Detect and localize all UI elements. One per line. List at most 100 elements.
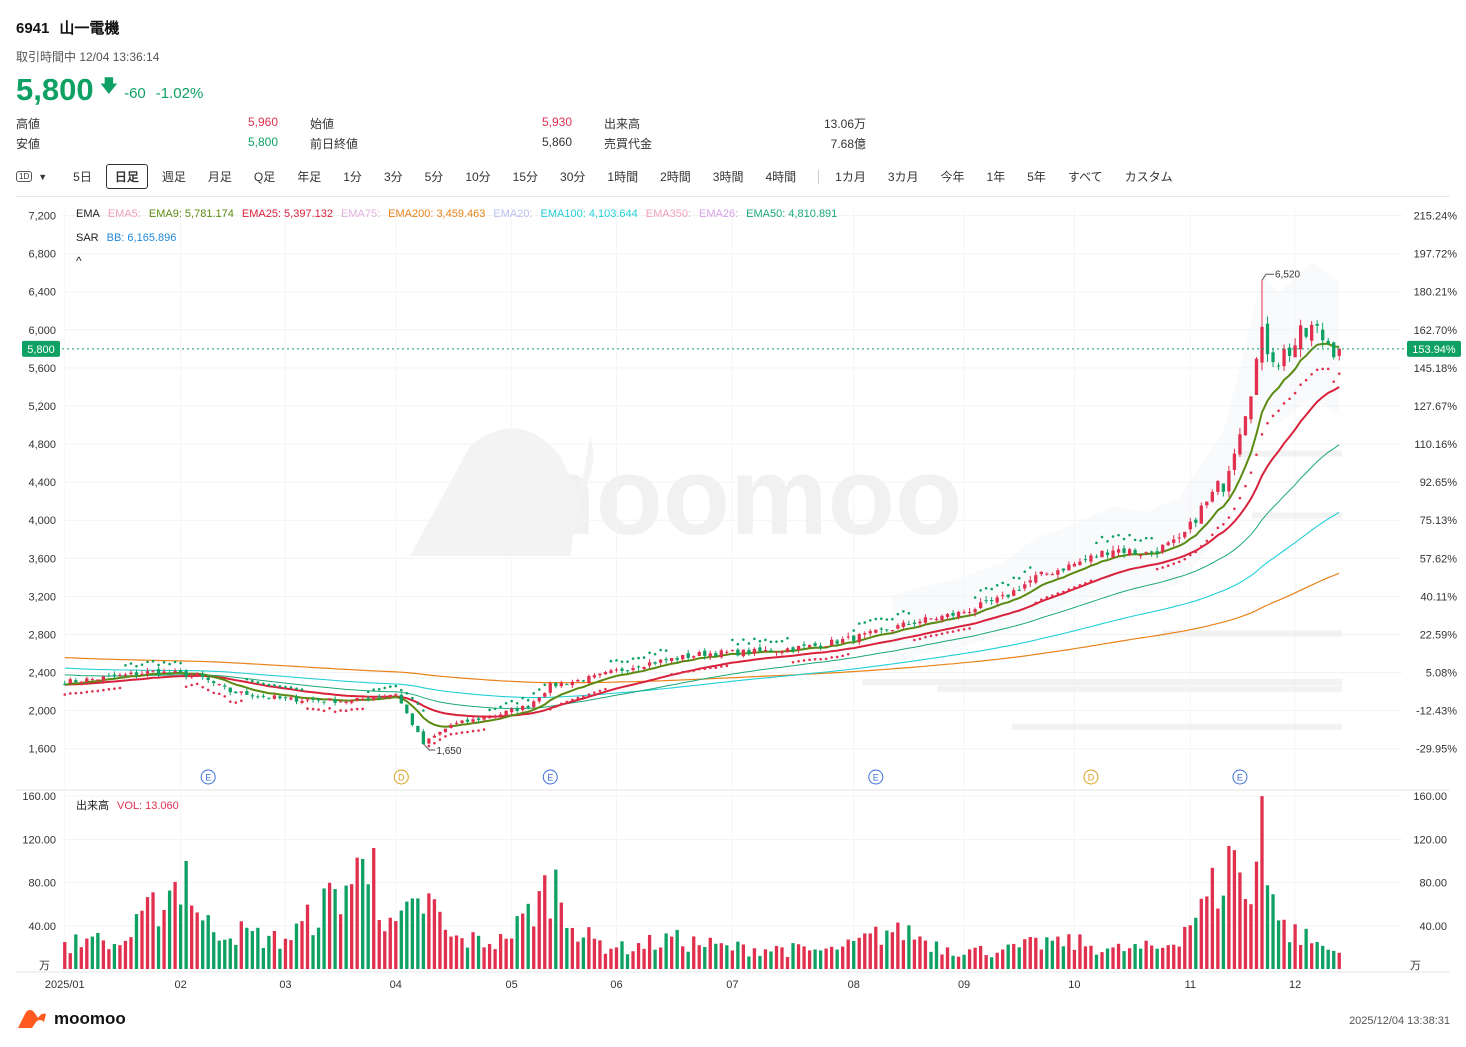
candle-body	[1155, 551, 1159, 554]
tab-interval-12[interactable]: 1時間	[607, 170, 639, 184]
candle-body	[647, 662, 652, 666]
tab-interval-0[interactable]: 5日	[73, 170, 92, 184]
tab-interval-5[interactable]: 年足	[297, 170, 322, 184]
tab-interval-8[interactable]: 5分	[424, 170, 444, 184]
candle-body	[631, 667, 635, 671]
candle-body	[1276, 365, 1281, 367]
volume-bar	[752, 948, 757, 969]
candle-body	[283, 697, 288, 699]
tab-range-5[interactable]: すべて	[1067, 170, 1103, 184]
tab-interval-7[interactable]: 3分	[383, 170, 403, 184]
candle-body	[741, 649, 746, 657]
candle-body	[399, 694, 403, 704]
volume-bar	[1232, 850, 1237, 969]
collapse-toggle[interactable]: ^	[76, 254, 82, 268]
volume-bar	[565, 928, 569, 969]
candle-body	[521, 705, 525, 710]
tab-range-4[interactable]: 5年	[1027, 170, 1046, 184]
event-marker-label: E	[547, 773, 553, 783]
sar-dot	[190, 683, 193, 687]
volume-bar	[868, 933, 872, 969]
volume-bar	[173, 881, 177, 969]
tab-range-6[interactable]: カスタム	[1124, 170, 1173, 184]
tab-interval-13[interactable]: 2時間	[660, 170, 691, 184]
volume-bar	[719, 943, 723, 969]
sar-dot	[107, 687, 111, 691]
chevron-down-icon[interactable]: ▼	[38, 171, 48, 182]
volume-bar	[796, 944, 801, 969]
candle-body	[1332, 342, 1336, 358]
x-tick-label: 07	[726, 979, 738, 991]
ema-legend: EMA EMA5: EMA9: 5,781.174 EMA25: 5,397.132 E…	[76, 208, 845, 220]
sar-dot	[973, 596, 977, 599]
sar-dot	[344, 709, 348, 713]
tab-interval-11[interactable]: 30分	[560, 170, 586, 184]
ema100-line	[64, 511, 1340, 699]
sar-dot	[1238, 496, 1242, 500]
candle-body	[791, 647, 795, 652]
tab-interval-10[interactable]: 15分	[512, 170, 539, 184]
tab-interval-14[interactable]: 3時間	[712, 170, 744, 184]
volume-bar	[631, 951, 635, 969]
sar-dot	[74, 691, 78, 695]
tab-interval-3[interactable]: 月足	[207, 170, 232, 184]
candle-body	[901, 622, 906, 627]
candle-body	[1271, 352, 1275, 363]
pct-tick-label: 127.67%	[1414, 401, 1458, 413]
volume-bar	[123, 940, 128, 969]
candle-body	[730, 649, 734, 651]
tab-range-2[interactable]: 今年	[940, 170, 965, 184]
volume-bar	[813, 949, 817, 969]
tab-range-1[interactable]: 3カ月	[887, 170, 919, 184]
candle-body	[984, 600, 988, 602]
event-marker-icon	[1232, 769, 1248, 785]
sar-dot	[201, 685, 204, 689]
volume-bar	[967, 949, 972, 969]
candle-body	[1260, 326, 1264, 363]
volume-bar	[239, 921, 243, 969]
candle-body	[311, 698, 315, 700]
sar-dot	[339, 709, 342, 712]
candle-body	[1177, 537, 1181, 539]
tab-interval-4[interactable]: Q足	[253, 170, 276, 184]
candle-body	[543, 693, 547, 697]
interval-icon[interactable]: 1D	[16, 171, 33, 182]
volume-bar	[372, 848, 376, 969]
sar-dot	[377, 688, 381, 691]
volume-bar	[1083, 946, 1088, 969]
sar-dot	[1006, 583, 1010, 587]
tab-interval-2[interactable]: 週足	[161, 170, 186, 184]
price-chart[interactable]: moomoo 7,200 215.24% 6,800 197.72% 6,400 180.…	[0, 196, 1466, 996]
volume-tick-label-right: 120.00	[1413, 834, 1447, 846]
tab-interval-6[interactable]: 1分	[343, 170, 362, 184]
y-tick-label: 5,600	[28, 363, 56, 375]
stat-open-label: 始値	[310, 117, 335, 131]
volume-bar	[570, 927, 574, 969]
candle-body	[896, 625, 900, 629]
volume-bar	[620, 941, 624, 969]
candle-body	[223, 685, 227, 687]
pct-tick-label: 197.72%	[1414, 249, 1458, 261]
pct-tick-label: 40.11%	[1421, 591, 1458, 603]
candle-body	[885, 629, 889, 631]
tab-interval-1[interactable]: 日足	[105, 164, 148, 189]
tab-range-0[interactable]: 1カ月	[835, 170, 866, 184]
volume-bar	[647, 934, 652, 969]
candle-body	[129, 672, 133, 675]
tab-range-3[interactable]: 1年	[986, 170, 1006, 184]
candle-body	[394, 694, 398, 696]
tab-interval-9[interactable]: 10分	[465, 170, 491, 184]
sar-dot	[775, 640, 778, 643]
sar-dot	[1133, 538, 1137, 542]
tab-interval-15[interactable]: 4時間	[765, 170, 797, 184]
volume-tick-label-right: 160.00	[1413, 791, 1447, 803]
event-marker-label: E	[873, 773, 879, 783]
event-marker-icon	[1083, 769, 1099, 785]
volume-bar	[460, 938, 464, 969]
volume-bar	[1194, 917, 1198, 969]
sar-dot	[681, 670, 684, 674]
candle-body	[918, 621, 922, 624]
y-tick-label: 4,000	[28, 515, 56, 527]
candle-body	[134, 672, 139, 676]
volume-bar	[907, 925, 911, 969]
